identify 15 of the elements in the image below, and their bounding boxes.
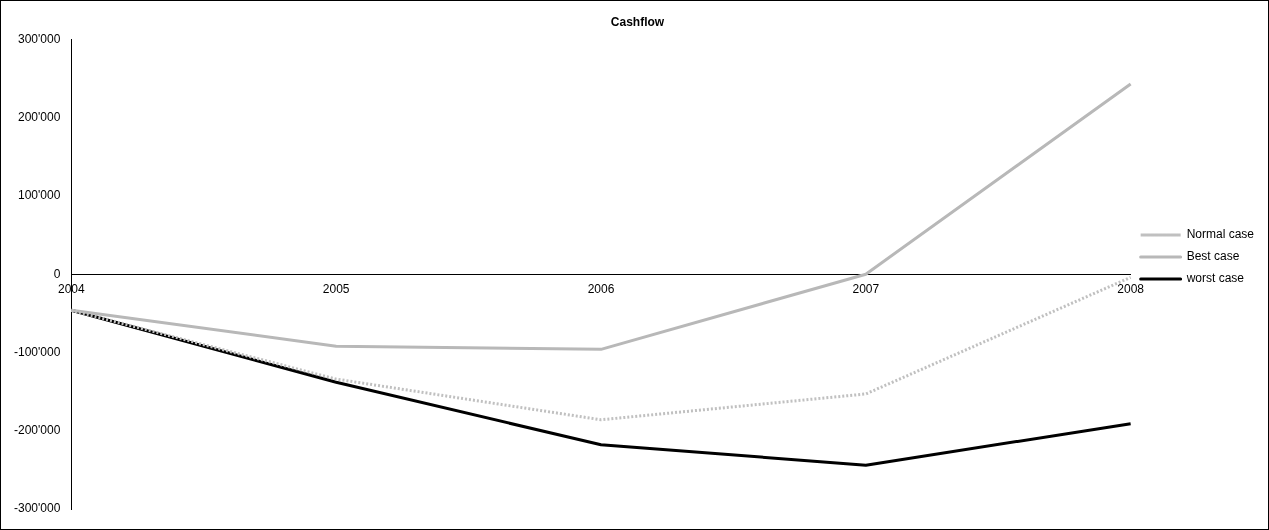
y-tick-label: 0 bbox=[53, 266, 61, 281]
legend-label: worst case bbox=[1185, 271, 1245, 286]
x-tick-label: 2006 bbox=[587, 281, 615, 296]
x-tick-label: 2008 bbox=[1117, 281, 1145, 296]
legend-label: Best case bbox=[1186, 249, 1240, 264]
y-tick-label: -300'000 bbox=[13, 501, 61, 516]
y-tick-label: -200'000 bbox=[13, 423, 61, 438]
x-tick-label: 2007 bbox=[852, 281, 880, 296]
y-tick-label: 100'000 bbox=[17, 188, 61, 203]
y-tick-label: -100'000 bbox=[13, 344, 61, 359]
y-tick-label: 200'000 bbox=[17, 109, 61, 124]
chart-title: Cashflow bbox=[610, 14, 665, 29]
y-tick-label: 300'000 bbox=[17, 31, 61, 46]
x-tick-label: 2005 bbox=[322, 281, 350, 296]
legend-label: Normal case bbox=[1186, 227, 1255, 242]
